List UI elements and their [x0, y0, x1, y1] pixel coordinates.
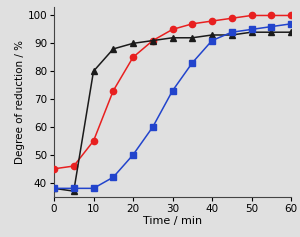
X-axis label: Time / min: Time / min: [143, 216, 202, 226]
Y-axis label: Degree of reduction / %: Degree of reduction / %: [15, 40, 25, 164]
